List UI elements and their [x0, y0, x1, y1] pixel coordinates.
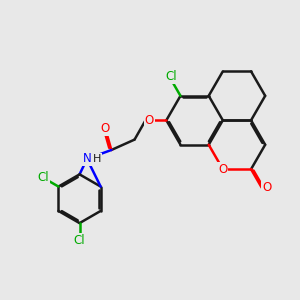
Text: O: O	[262, 181, 272, 194]
Text: O: O	[145, 114, 154, 127]
Text: N: N	[82, 152, 91, 165]
Text: O: O	[218, 163, 227, 176]
Text: Cl: Cl	[166, 70, 177, 83]
Text: O: O	[100, 122, 110, 135]
Text: H: H	[93, 154, 102, 164]
Text: Cl: Cl	[74, 234, 85, 247]
Text: Cl: Cl	[38, 171, 49, 184]
